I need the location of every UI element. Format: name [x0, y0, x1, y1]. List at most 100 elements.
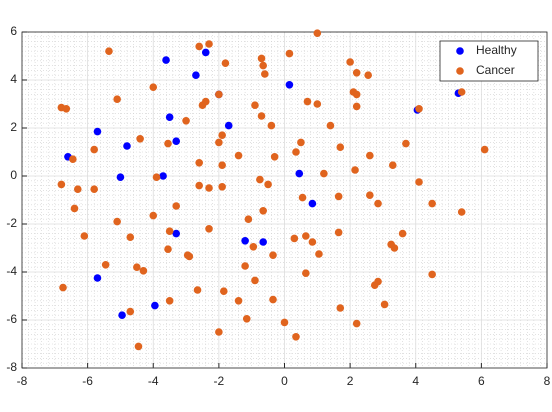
point — [113, 95, 121, 103]
point — [334, 192, 343, 201]
point — [242, 315, 251, 323]
point — [257, 54, 266, 63]
point — [101, 261, 110, 269]
point — [241, 262, 249, 270]
point — [172, 202, 181, 210]
point — [270, 153, 279, 161]
point — [164, 245, 172, 253]
point — [139, 267, 148, 275]
point — [218, 161, 226, 169]
point — [428, 270, 436, 279]
point — [398, 229, 407, 238]
point — [457, 208, 466, 216]
x-tick-label: 4 — [412, 374, 419, 388]
point — [297, 138, 305, 147]
point — [326, 121, 335, 130]
point — [118, 311, 126, 320]
y-tick-label: -6 — [6, 312, 17, 326]
legend-box — [439, 40, 539, 82]
point — [182, 117, 190, 125]
point — [159, 172, 167, 180]
point — [415, 178, 423, 186]
point — [249, 243, 258, 251]
point — [205, 184, 213, 192]
point — [126, 307, 135, 316]
point — [218, 131, 226, 139]
point — [259, 61, 267, 70]
point — [374, 199, 382, 208]
point — [165, 113, 174, 121]
point — [93, 274, 102, 282]
point — [149, 211, 158, 220]
point — [205, 40, 213, 48]
y-tick-label: 6 — [10, 24, 17, 38]
point — [70, 204, 79, 213]
point — [428, 199, 436, 208]
point — [172, 229, 181, 238]
point — [123, 142, 131, 150]
point — [73, 185, 82, 193]
point — [308, 238, 317, 246]
point — [313, 100, 322, 108]
point — [113, 217, 121, 226]
point — [215, 90, 223, 99]
point — [215, 328, 223, 336]
point — [285, 49, 294, 58]
point — [352, 102, 361, 111]
point — [415, 105, 423, 113]
y-tick-label: 2 — [10, 120, 17, 134]
point — [315, 250, 323, 258]
x-tick-label: -2 — [214, 374, 225, 388]
x-tick-label: -4 — [148, 374, 159, 388]
point — [351, 166, 359, 174]
point — [165, 297, 174, 305]
x-tick-label: 0 — [281, 374, 288, 388]
point — [201, 97, 210, 106]
point — [126, 233, 135, 241]
point — [349, 88, 358, 96]
point — [234, 151, 243, 160]
point — [380, 300, 389, 309]
point — [201, 48, 210, 57]
point — [149, 83, 158, 91]
point — [267, 121, 276, 130]
point — [183, 251, 192, 259]
point — [390, 244, 399, 252]
point — [346, 58, 354, 66]
point — [370, 281, 379, 290]
point — [302, 232, 310, 240]
point — [193, 286, 202, 294]
point — [336, 143, 345, 151]
point — [218, 183, 226, 191]
point — [90, 185, 98, 193]
point — [116, 173, 125, 181]
point — [292, 333, 300, 341]
point — [366, 191, 374, 199]
point — [90, 145, 98, 154]
point — [195, 181, 203, 190]
point — [152, 173, 161, 181]
y-tick-label: -8 — [6, 360, 17, 374]
point — [221, 59, 230, 67]
point — [195, 42, 203, 51]
point — [352, 69, 361, 77]
point — [251, 276, 259, 285]
point — [269, 251, 277, 259]
point — [57, 180, 66, 189]
axes-box — [21, 31, 548, 369]
point — [80, 232, 89, 240]
point — [257, 112, 266, 120]
point — [256, 175, 264, 184]
point — [259, 207, 267, 215]
point — [261, 70, 269, 78]
point — [215, 138, 223, 147]
x-tick-label: 6 — [478, 374, 485, 388]
point — [313, 29, 322, 37]
point — [290, 234, 299, 243]
legend-label: Cancer — [476, 63, 515, 77]
point — [151, 301, 159, 310]
point — [59, 283, 67, 292]
x-tick-label: -6 — [82, 374, 93, 388]
point — [93, 127, 102, 136]
